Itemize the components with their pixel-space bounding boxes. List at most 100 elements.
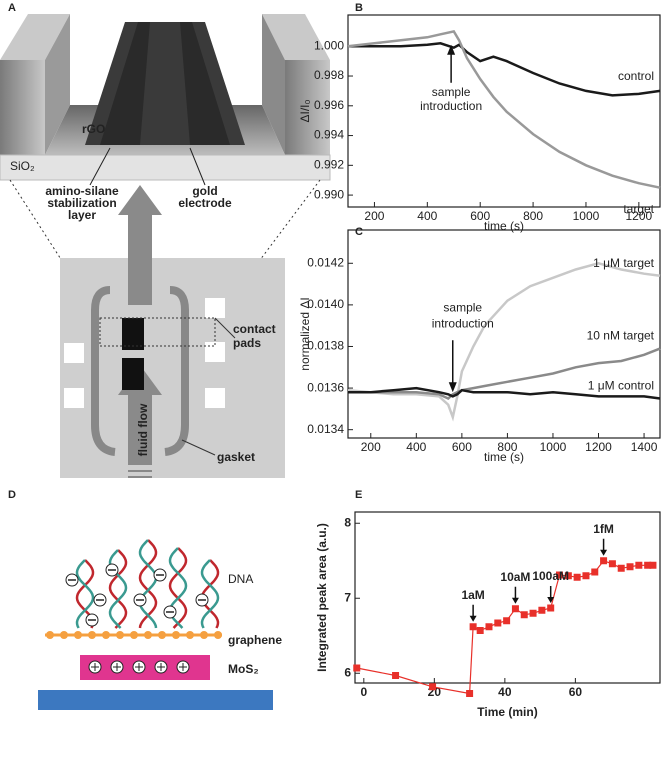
label: SiO₂ (10, 159, 35, 173)
data-point (494, 619, 502, 627)
data-point (503, 617, 511, 625)
pointer (189, 147, 206, 186)
flow-arrow (118, 185, 162, 305)
data-point (466, 690, 474, 697)
contact-pad (205, 298, 225, 318)
y-tick-label: 1.000 (314, 38, 344, 52)
wall (285, 60, 330, 155)
label: layer (68, 208, 96, 222)
label: gold (192, 184, 217, 198)
data-point (582, 572, 590, 580)
x-tick-label: 600 (452, 440, 472, 454)
zoom-box (99, 317, 216, 347)
substrate (0, 154, 331, 181)
data-point (485, 623, 493, 631)
data-point (635, 561, 643, 569)
series-label: target (623, 202, 654, 216)
dna-strand (108, 549, 128, 629)
label: amino-silane (45, 184, 119, 198)
label: electrode (178, 196, 232, 210)
x-tick-label: 1200 (625, 209, 652, 223)
x-axis-label: Time (min) (477, 705, 537, 719)
data-point (600, 557, 608, 565)
graphene-atom (74, 631, 82, 639)
sensor (122, 358, 144, 390)
dna-strand (138, 539, 158, 629)
annotation: 1fM (593, 522, 614, 536)
data-point (608, 560, 616, 568)
annotation: 100aM (532, 569, 569, 583)
wall-top (0, 14, 70, 60)
data-point (626, 563, 634, 571)
panel-letter: E (355, 489, 362, 501)
label: graphene (228, 633, 282, 647)
gasket (91, 286, 189, 456)
data-point (538, 606, 546, 614)
graphene-atom (116, 631, 124, 639)
graphene-atom (200, 631, 208, 639)
plot-frame (347, 14, 661, 208)
data-point (644, 561, 652, 569)
series-line (347, 262, 661, 422)
flow-mark (128, 470, 152, 472)
wall (0, 60, 45, 155)
label: gasket (217, 450, 255, 464)
dna-strand (75, 559, 95, 629)
annotation-arrowhead (600, 549, 608, 556)
label: MoS₂ (228, 662, 259, 676)
panel-d-diagram (38, 539, 273, 710)
data-point (469, 623, 477, 631)
contact-pad (64, 343, 84, 363)
y-axis-label: Integrated peak area (a.u.) (315, 523, 329, 672)
y-tick-label: 8 (344, 515, 351, 529)
label: fluid flow (136, 403, 150, 456)
graphene-atom (130, 631, 138, 639)
x-tick-label: 800 (523, 209, 543, 223)
dna-strand (138, 539, 158, 629)
x-axis-label: time (s) (484, 219, 524, 233)
data-point (353, 664, 361, 672)
annotation-arrowhead (511, 597, 519, 604)
annotation-arrowhead (547, 597, 555, 603)
data-point (591, 568, 599, 576)
series-label: control (618, 69, 654, 83)
panel-letter: B (355, 2, 363, 14)
y-tick-label: 0.0142 (307, 255, 344, 269)
annotation-arrowhead (448, 382, 457, 393)
data-point (429, 683, 437, 691)
graphene-atom (102, 631, 110, 639)
pointer (214, 317, 236, 339)
data-point (511, 605, 519, 613)
x-tick-label: 1400 (631, 440, 658, 454)
wall-top (262, 14, 330, 60)
dna-strand (108, 549, 128, 629)
x-axis-label: time (s) (484, 450, 524, 464)
annotation: sample (443, 300, 482, 314)
x-tick-label: 60 (569, 685, 583, 699)
data-point (392, 672, 400, 679)
data-point (547, 604, 555, 612)
y-tick-label: 0.990 (314, 187, 344, 201)
sensor (122, 318, 144, 350)
x-tick-label: 0 (360, 685, 367, 699)
annotation: 10aM (500, 570, 530, 584)
series-line (348, 386, 661, 400)
panel-letter: C (355, 226, 363, 238)
x-tick-label: 200 (364, 209, 384, 223)
graphene-atom (144, 631, 152, 639)
series-label: 1 μM target (593, 256, 655, 270)
series-line (347, 29, 661, 189)
series-line (348, 42, 661, 97)
x-tick-label: 1000 (573, 209, 600, 223)
contact-pad (205, 342, 225, 362)
annotation: sample (432, 85, 471, 99)
data-point (529, 609, 537, 617)
series-label: 10 nM target (587, 329, 655, 343)
plot-frame (347, 229, 661, 439)
annotation-arrowhead (469, 615, 477, 622)
x-tick-label: 1000 (540, 440, 567, 454)
label: pads (233, 336, 261, 350)
wall-inner (262, 14, 285, 155)
annotation: introduction (432, 316, 494, 330)
